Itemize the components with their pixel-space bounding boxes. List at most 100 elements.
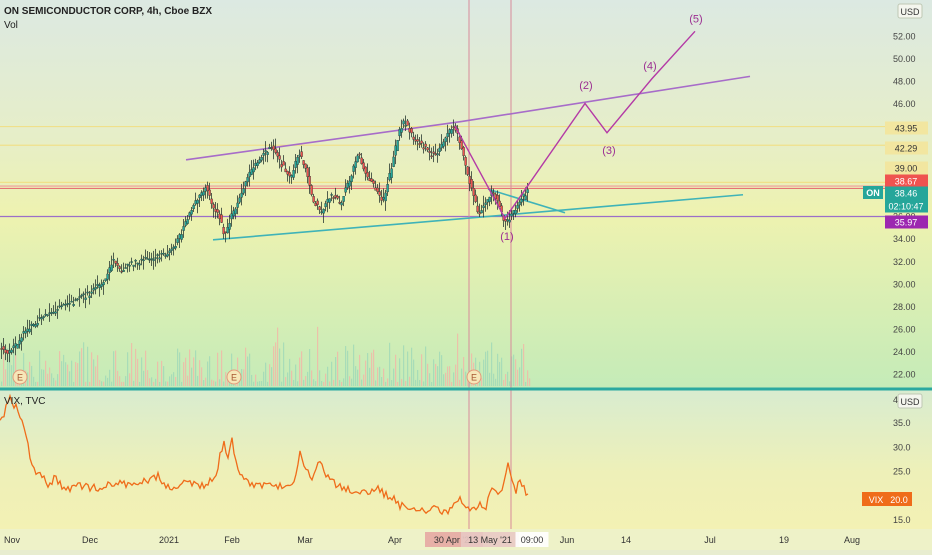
volume-bar (115, 350, 117, 386)
channel-line[interactable] (487, 188, 566, 214)
volume-bar (285, 377, 287, 386)
time-tick-label: Jun (560, 535, 575, 545)
volume-bar (105, 375, 107, 386)
elliott-wave-projection[interactable]: (1) (2) (3) (4) (5) (454, 13, 703, 243)
candle (216, 203, 219, 219)
volume-bar (297, 381, 299, 386)
volume-bar (465, 371, 467, 386)
candle (410, 127, 413, 138)
volume-bar (203, 380, 205, 386)
volume-bar (253, 381, 255, 386)
wave-label: (1) (500, 231, 513, 243)
candle (356, 153, 359, 163)
candle (472, 180, 475, 206)
candle (102, 279, 105, 295)
volume-bar (31, 365, 33, 386)
volume-bar (337, 351, 339, 386)
candle (174, 238, 177, 251)
volume-bar (259, 381, 261, 386)
price-label[interactable]: 02:10:47 (885, 199, 928, 213)
channel-line[interactable] (185, 120, 463, 161)
candle (432, 146, 435, 163)
time-tick-label: Aug (844, 535, 860, 545)
earnings-marker[interactable]: E (226, 369, 242, 385)
volume-bar (431, 381, 433, 386)
price-label-text: 38.46 (895, 189, 918, 199)
earnings-marker[interactable]: E (466, 369, 482, 385)
volume-bar (383, 368, 385, 386)
vix-value-tag[interactable]: VIX 20.0 (862, 492, 912, 506)
volume-bar (229, 381, 231, 386)
volume-bar (121, 381, 123, 386)
volume-bar (5, 369, 7, 386)
volume-bar (221, 350, 223, 386)
volume-bar (409, 376, 411, 386)
price-label[interactable]: 42.29 (885, 141, 928, 155)
wave-path-line[interactable] (454, 30, 696, 220)
volume-bar (415, 379, 417, 386)
candle (82, 291, 85, 304)
price-label[interactable]: 39.00 (885, 161, 928, 175)
candle (332, 195, 335, 204)
volume-bar (205, 377, 207, 386)
candle (180, 229, 183, 243)
price-label[interactable]: 35.97 (885, 215, 928, 229)
time-axis[interactable]: Nov Dec 2021 Feb Mar Apr Jun 14 Jul 19 Aug 30 Apr '… (4, 532, 860, 547)
candle (230, 205, 233, 227)
pane-divider[interactable] (0, 387, 932, 391)
price-tick-label: 46.00 (893, 99, 916, 109)
earnings-marker[interactable]: E (12, 369, 28, 385)
price-label[interactable]: 43.95 (885, 121, 928, 135)
volume-bar (49, 367, 51, 386)
volume-bar (63, 354, 65, 386)
vix-currency-badge[interactable]: USD (897, 393, 923, 409)
volume-bar (265, 362, 267, 386)
channel-line[interactable] (212, 193, 744, 241)
candle (196, 198, 199, 214)
volume-bar (73, 381, 75, 386)
volume-bar (75, 362, 77, 386)
volume-bar (489, 372, 491, 386)
volume-bar (447, 366, 449, 386)
price-label-text: 38.67 (895, 177, 918, 187)
candle (238, 193, 241, 204)
volume-bar (313, 379, 315, 386)
vix-currency-label: USD (900, 397, 920, 407)
price-tick-label: 30.00 (893, 279, 916, 289)
symbol-tag[interactable]: ON (863, 186, 883, 199)
volume-bar (423, 381, 425, 386)
volume-bar (167, 381, 169, 386)
volume-bar (499, 361, 501, 386)
candle (24, 327, 27, 339)
candle (86, 285, 89, 296)
candle (266, 151, 269, 163)
volume-bar (331, 361, 333, 386)
time-highlight-label[interactable]: 09:00 (515, 532, 549, 547)
vix-tick-label: 25.0 (893, 467, 911, 477)
currency-badge[interactable]: USD (897, 3, 923, 19)
candle (416, 134, 419, 151)
volume-bar (491, 342, 493, 386)
price-pane-background (0, 0, 932, 389)
channel-line[interactable] (461, 75, 751, 123)
candle (34, 321, 37, 329)
candle (400, 119, 403, 138)
volume-bar (257, 381, 259, 386)
price-label[interactable]: 38.67 (885, 174, 928, 188)
candle (330, 192, 333, 202)
volume-bar (83, 342, 85, 386)
candle (300, 145, 303, 160)
volume-bar (125, 376, 127, 386)
volume-bar (315, 381, 317, 386)
candle (166, 245, 169, 258)
volume-bar (145, 350, 147, 386)
candle (136, 262, 139, 270)
time-tick-label: 14 (621, 535, 631, 545)
candle (134, 259, 137, 268)
time-highlight-label[interactable]: 13 May '21 (461, 532, 519, 547)
candle (100, 279, 103, 290)
volume-bar (317, 326, 319, 386)
price-label[interactable]: 38.46 (885, 186, 928, 200)
candle (42, 315, 45, 321)
